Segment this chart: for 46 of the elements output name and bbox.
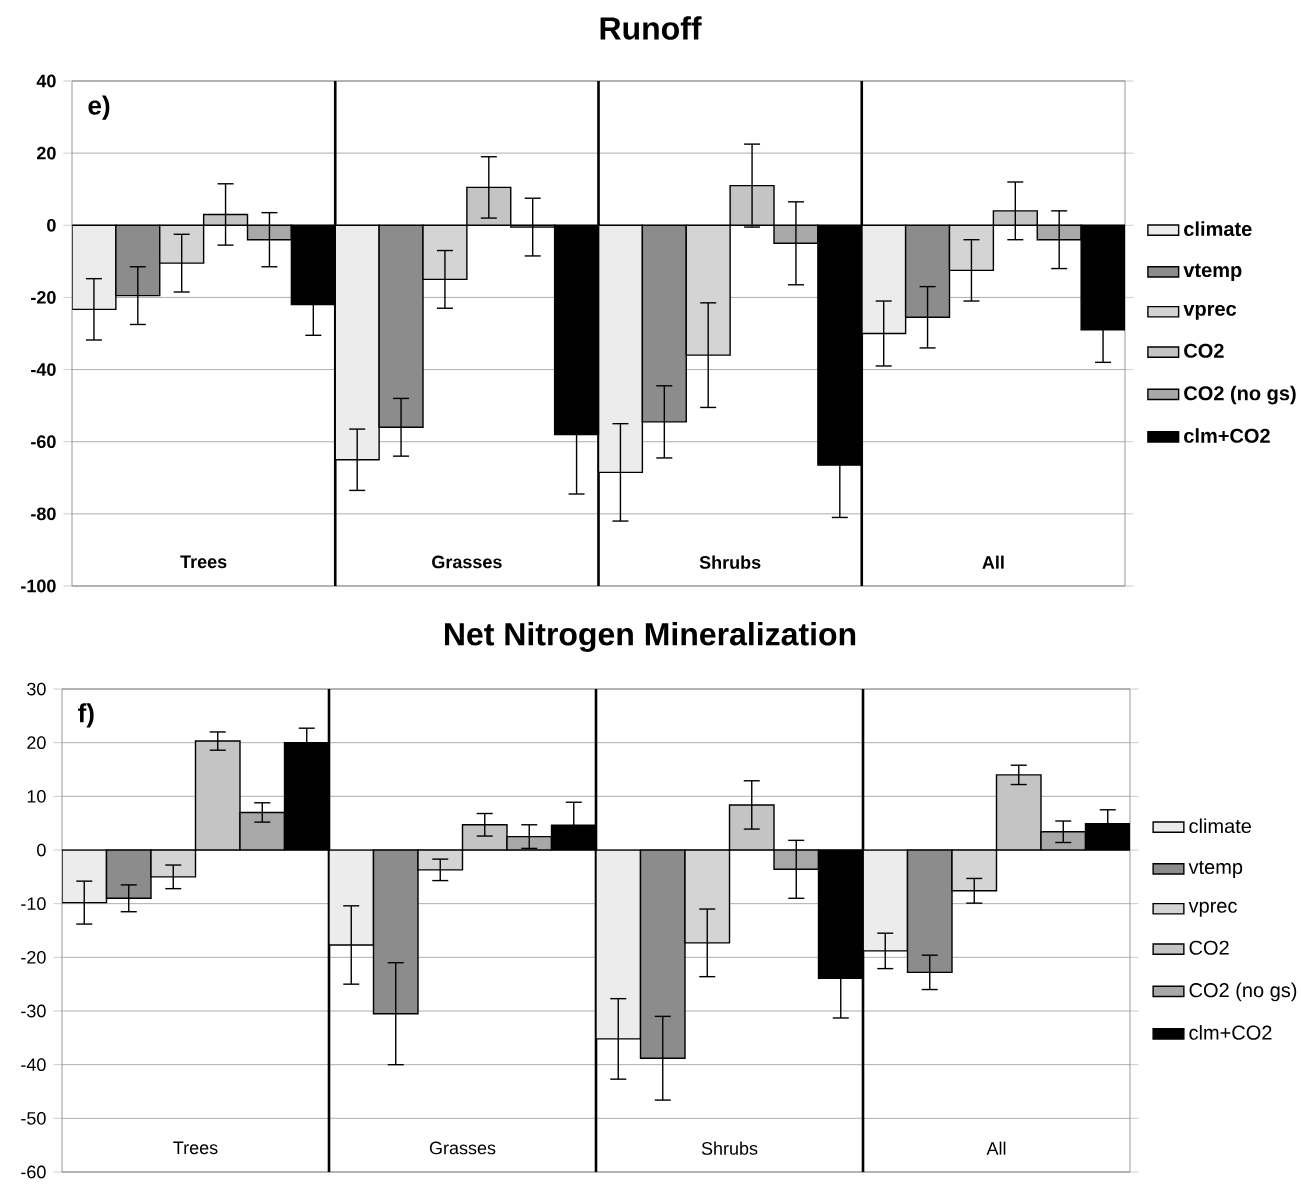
bar [861, 224, 907, 335]
bar [597, 224, 644, 474]
legend-label: vtemp [1183, 263, 1242, 282]
y-tick-label: -40 [21, 1058, 46, 1072]
y-tick-label: 30 [27, 682, 46, 696]
y-tick-label: -100 [21, 579, 56, 593]
y-tick-label: -60 [21, 1165, 46, 1179]
y-tick-label: 20 [27, 736, 46, 750]
y-tick-label: 0 [37, 843, 46, 857]
y-tick-label: -80 [31, 507, 56, 521]
legend-label: CO2 (no gs) [1184, 385, 1296, 405]
legend-label: CO2 (no gs) [1189, 982, 1297, 1002]
x-tick-label: All [982, 555, 1004, 569]
legend-label: vprec [1188, 901, 1237, 917]
legend-label: clm+CO2 [1184, 428, 1270, 443]
x-tick-label: Shrubs [701, 1141, 758, 1155]
x-tick-label: All [986, 1141, 1006, 1155]
y-tick-label: -60 [31, 435, 56, 449]
y-tick-label: -10 [21, 897, 46, 911]
y-tick-label: -40 [31, 363, 56, 376]
legend-label: vprec [1183, 304, 1237, 320]
x-tick-label: Grasses [432, 555, 502, 569]
bar [72, 224, 117, 311]
y-tick-label: -20 [21, 950, 46, 964]
legend-label: clm+CO2 [1189, 1025, 1272, 1040]
x-tick-label: Trees [180, 555, 227, 569]
y-tick-label: 0 [47, 218, 56, 232]
x-tick-label: Trees [173, 1141, 218, 1155]
legend-label: CO2 [1189, 940, 1229, 955]
y-tick-label: 20 [37, 146, 56, 160]
y-tick-label: 10 [27, 789, 46, 803]
legend-label: CO2 [1184, 343, 1224, 358]
x-tick-label: Shrubs [699, 555, 761, 569]
y-tick-label: -50 [21, 1111, 46, 1125]
x-tick-label: Grasses [429, 1141, 496, 1155]
legend-label: climate [1189, 818, 1251, 834]
chart-title: Runoff [600, 16, 702, 40]
legend-label: vtemp [1188, 860, 1243, 878]
y-tick-label: -30 [21, 1004, 46, 1018]
y-tick-label: -20 [31, 291, 56, 304]
annotation: f) [78, 703, 94, 728]
annotation: e) [88, 95, 110, 120]
bar [334, 224, 380, 461]
legend-label: climate [1184, 221, 1252, 237]
chart-title: Net Nitrogen Mineralization [445, 622, 856, 652]
y-tick-label: 40 [36, 74, 56, 88]
